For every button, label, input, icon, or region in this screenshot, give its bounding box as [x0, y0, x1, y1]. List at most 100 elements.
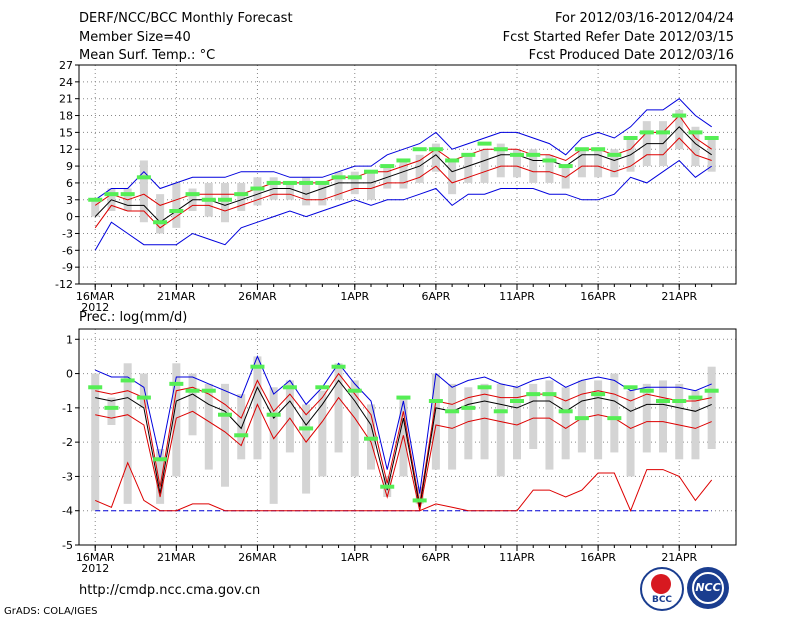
observed-marker	[639, 130, 654, 135]
series-line-mean	[95, 379, 712, 508]
series-line-mean	[94, 126, 712, 223]
observed-marker	[607, 152, 622, 157]
spread-box	[513, 149, 521, 178]
y-tick-label: 18	[59, 110, 73, 123]
spread-box	[594, 149, 603, 178]
ncc-logo: NCC	[687, 567, 729, 609]
spread-box	[237, 394, 246, 460]
observed-marker	[412, 147, 427, 152]
spread-box	[626, 390, 635, 477]
observed-marker	[526, 152, 541, 157]
observed-marker	[672, 113, 687, 118]
observed-marker	[266, 412, 281, 417]
y-tick-label: 27	[59, 59, 73, 72]
x-tick-label: 16APR	[580, 551, 616, 564]
x-tick-label: 21MAR	[157, 551, 196, 564]
x-tick-label: 26MAR	[238, 290, 277, 303]
y-tick-label: 6	[66, 177, 73, 190]
temperature-panel: -12 -9 -6 -3 0 3 6 9 12 15 18 21 24 27 16MAR 21MAR 26MAR…	[55, 59, 737, 314]
series-line-max	[95, 355, 712, 494]
spread-box	[464, 154, 473, 183]
spread-box	[415, 486, 424, 504]
forecast-period: For 2012/03/16-2012/04/24	[555, 11, 734, 26]
y-tick-label: 12	[59, 143, 73, 156]
plot-frame	[78, 64, 737, 285]
spread-box	[188, 373, 197, 436]
spread-box	[399, 160, 408, 189]
observed-marker	[331, 364, 346, 369]
x-tick-label: 6APR	[421, 551, 450, 564]
observed-marker	[688, 395, 703, 400]
observed-marker	[153, 457, 168, 462]
observed-marker	[445, 158, 460, 163]
y-tick-label: -2	[62, 436, 73, 449]
observed-marker	[282, 385, 297, 390]
spread-box	[237, 182, 246, 211]
observed-marker	[623, 136, 638, 140]
observed-marker	[396, 395, 411, 400]
member-size-label: Member Size=40	[79, 30, 191, 45]
spread-box	[139, 160, 148, 223]
ncc-logo-ring	[692, 572, 724, 604]
observed-marker	[574, 147, 589, 152]
observed-marker	[672, 399, 687, 403]
spread-box	[107, 397, 116, 425]
observed-marker	[558, 409, 573, 414]
spread-box	[675, 109, 684, 150]
spread-box	[675, 383, 684, 460]
observed-marker	[104, 192, 119, 197]
spread-box	[707, 366, 716, 449]
observed-marker	[461, 405, 476, 410]
observed-marker	[185, 192, 200, 197]
year-label: 2012	[81, 301, 109, 314]
spread-box	[642, 383, 651, 453]
observed-marker	[704, 388, 719, 393]
observed-marker	[591, 392, 606, 397]
spread-box	[464, 387, 473, 460]
spread-box	[221, 182, 229, 223]
y-tick-label: 21	[59, 93, 73, 106]
observed-marker	[607, 416, 622, 421]
bcc-logo: BCC	[640, 567, 684, 611]
spread-box	[367, 171, 375, 200]
x-tick-label: 16MAR	[76, 551, 115, 564]
source-url[interactable]: http://cmdp.ncc.cma.gov.cn	[79, 583, 261, 598]
series-line-lower	[94, 137, 712, 229]
observed-marker	[88, 197, 103, 202]
observed-marker	[250, 186, 265, 191]
spread-box	[139, 373, 148, 408]
observed-marker	[185, 388, 200, 393]
observed-marker	[104, 405, 119, 410]
y-tick-label: 0	[66, 211, 73, 224]
spread-box	[691, 126, 700, 167]
observed-marker	[299, 426, 314, 431]
observed-marker	[234, 192, 249, 197]
x-tick-label: 26MAR	[238, 551, 277, 564]
spread-box	[350, 380, 359, 477]
observed-marker	[153, 220, 168, 225]
observed-marker	[364, 436, 378, 441]
observed-marker	[364, 169, 378, 174]
forecast-start-date: Fcst Started Refer Date 2012/03/15	[502, 30, 734, 45]
grads-credit: GrADS: COLA/IGES	[4, 606, 98, 617]
x-tick-label: 1APR	[340, 551, 369, 564]
spread-box	[496, 143, 505, 178]
x-tick-label: 21APR	[661, 290, 697, 303]
x-tick-label: 1APR	[340, 290, 369, 303]
observed-marker	[639, 388, 654, 393]
spread-box	[415, 154, 424, 183]
spread-box	[448, 383, 457, 470]
spread-box	[204, 383, 213, 470]
observed-marker	[266, 180, 281, 185]
observed-marker	[315, 385, 330, 390]
spread-box	[529, 383, 538, 449]
observed-marker	[656, 130, 670, 135]
spread-box	[156, 194, 165, 234]
spread-box	[577, 149, 586, 178]
observed-marker	[591, 147, 606, 152]
spread-box	[91, 373, 100, 511]
spread-box	[302, 177, 311, 206]
precipitation-panel: -5 -4 -3 -2 -1 0 1 16MAR 21MAR 26MAR 1APR 6APR 11APR…	[62, 328, 737, 575]
observed-marker	[136, 395, 151, 400]
